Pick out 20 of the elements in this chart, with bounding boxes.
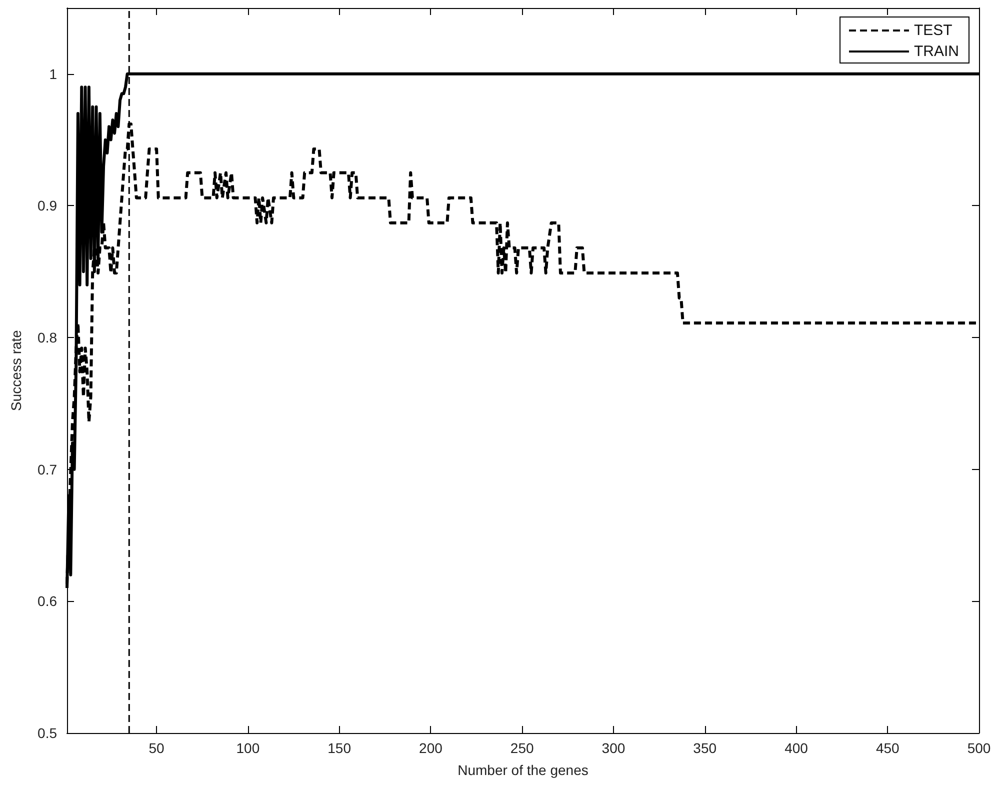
- x-tick-label: 150: [328, 740, 352, 756]
- x-tick-label: 450: [876, 740, 900, 756]
- y-tick-label: 0.7: [38, 461, 58, 478]
- x-tick-label: 200: [419, 740, 443, 756]
- x-tick-label: 100: [236, 740, 260, 756]
- x-tick-label: 350: [693, 740, 717, 756]
- y-tick-label: 0.9: [38, 198, 58, 214]
- x-tick-label: 50: [148, 740, 165, 756]
- legend-label: TEST: [914, 22, 952, 39]
- x-tick-label: 500: [967, 740, 991, 756]
- y-tick-label: 0.6: [38, 593, 58, 610]
- x-axis-title: Number of the genes: [458, 762, 588, 778]
- y-tick-label: 1: [49, 66, 58, 82]
- y-axis-title: Success rate: [8, 330, 24, 411]
- legend-label: TRAIN: [914, 43, 959, 60]
- y-tick-label: 0.8: [38, 330, 58, 346]
- y-tick-label: 0.5: [38, 725, 58, 741]
- x-tick-label: 400: [784, 740, 808, 756]
- x-tick-label: 250: [510, 740, 534, 756]
- x-tick-label: 300: [602, 740, 626, 756]
